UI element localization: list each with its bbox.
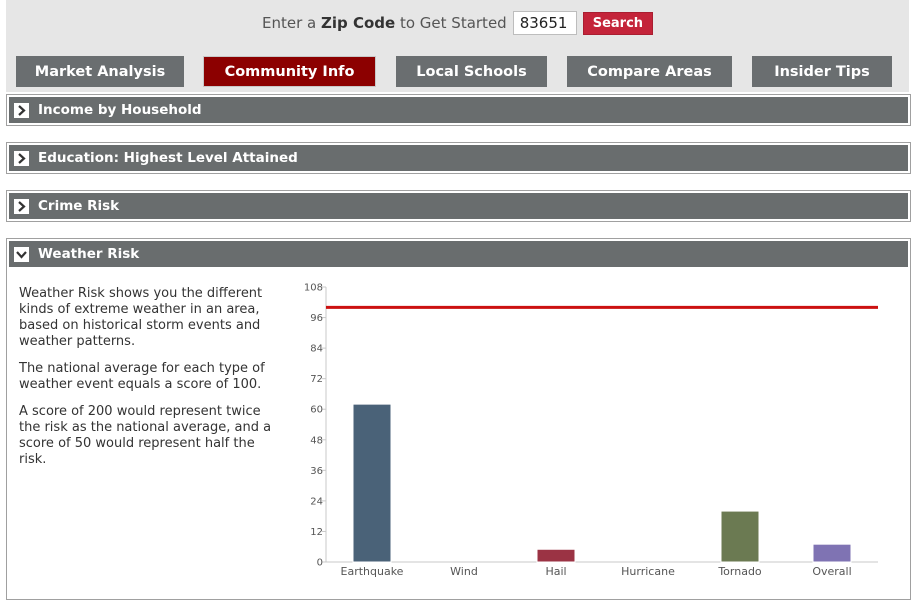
tab-compare-areas[interactable]: Compare Areas bbox=[567, 56, 732, 87]
bar-earthquake bbox=[352, 403, 392, 563]
panel-title: Education: Highest Level Attained bbox=[38, 150, 298, 166]
y-tick-label: 36 bbox=[310, 466, 323, 477]
panel-title: Income by Household bbox=[38, 102, 202, 118]
x-tick-label: Hail bbox=[545, 565, 566, 578]
tab-local-schools[interactable]: Local Schools bbox=[396, 56, 547, 87]
zip-search-bar: Enter a Zip Code to Get Started Search bbox=[0, 10, 915, 36]
weather-paragraph: Weather Risk shows you the different kin… bbox=[19, 286, 263, 349]
weather-paragraph: A score of 200 would represent twice the… bbox=[19, 404, 272, 467]
y-tick-label: 48 bbox=[310, 435, 323, 446]
tab-insider-tips[interactable]: Insider Tips bbox=[752, 56, 892, 87]
tab-market-analysis[interactable]: Market Analysis bbox=[16, 56, 184, 87]
chevron-right-icon[interactable] bbox=[14, 102, 29, 118]
y-tick-label: 72 bbox=[310, 374, 323, 385]
zip-code-input[interactable] bbox=[512, 11, 577, 35]
y-tick-label: 0 bbox=[317, 558, 323, 569]
chevron-down-icon[interactable] bbox=[14, 246, 29, 262]
bar-hail bbox=[536, 548, 576, 563]
y-tick-label: 84 bbox=[310, 344, 323, 355]
weather-risk-content: Weather Risk shows you the different kin… bbox=[6, 268, 911, 600]
zip-prompt: Enter a Zip Code to Get Started bbox=[261, 14, 507, 32]
panel-crime-risk[interactable]: Crime Risk bbox=[6, 190, 911, 222]
weather-risk-chart: 0 12 24 36 48 60 72 84 96 108 Earthquake Wind Hail Hu… bbox=[304, 283, 878, 578]
chevron-right-icon[interactable] bbox=[14, 150, 29, 166]
y-tick-label: 12 bbox=[310, 527, 323, 538]
x-tick-label: Earthquake bbox=[341, 565, 404, 578]
panel-weather-risk[interactable]: Weather Risk bbox=[6, 238, 911, 270]
weather-paragraph: The national average for each type of we… bbox=[19, 361, 265, 392]
chevron-right-icon[interactable] bbox=[14, 198, 29, 214]
panel-education[interactable]: Education: Highest Level Attained bbox=[6, 142, 911, 174]
bar-overall bbox=[812, 543, 852, 563]
y-tick-label: 96 bbox=[310, 313, 323, 324]
x-tick-label: Wind bbox=[450, 565, 478, 578]
y-tick-label: 108 bbox=[304, 283, 323, 294]
panel-title: Crime Risk bbox=[38, 198, 120, 214]
x-tick-label: Overall bbox=[812, 565, 851, 578]
y-tick-label: 24 bbox=[310, 496, 323, 507]
y-tick-label: 60 bbox=[310, 405, 323, 416]
panel-title: Weather Risk bbox=[38, 246, 140, 262]
x-tick-label: Hurricane bbox=[621, 565, 675, 578]
search-button[interactable]: Search bbox=[582, 11, 654, 35]
x-tick-label: Tornado bbox=[717, 565, 762, 578]
panel-income-by-household[interactable]: Income by Household bbox=[6, 94, 911, 126]
bar-tornado bbox=[720, 510, 760, 563]
tab-community-info[interactable]: Community Info bbox=[203, 56, 376, 87]
main-tabs: Market Analysis Community Info Local Sch… bbox=[0, 56, 915, 87]
weather-description: Weather Risk shows you the different kin… bbox=[19, 286, 281, 479]
